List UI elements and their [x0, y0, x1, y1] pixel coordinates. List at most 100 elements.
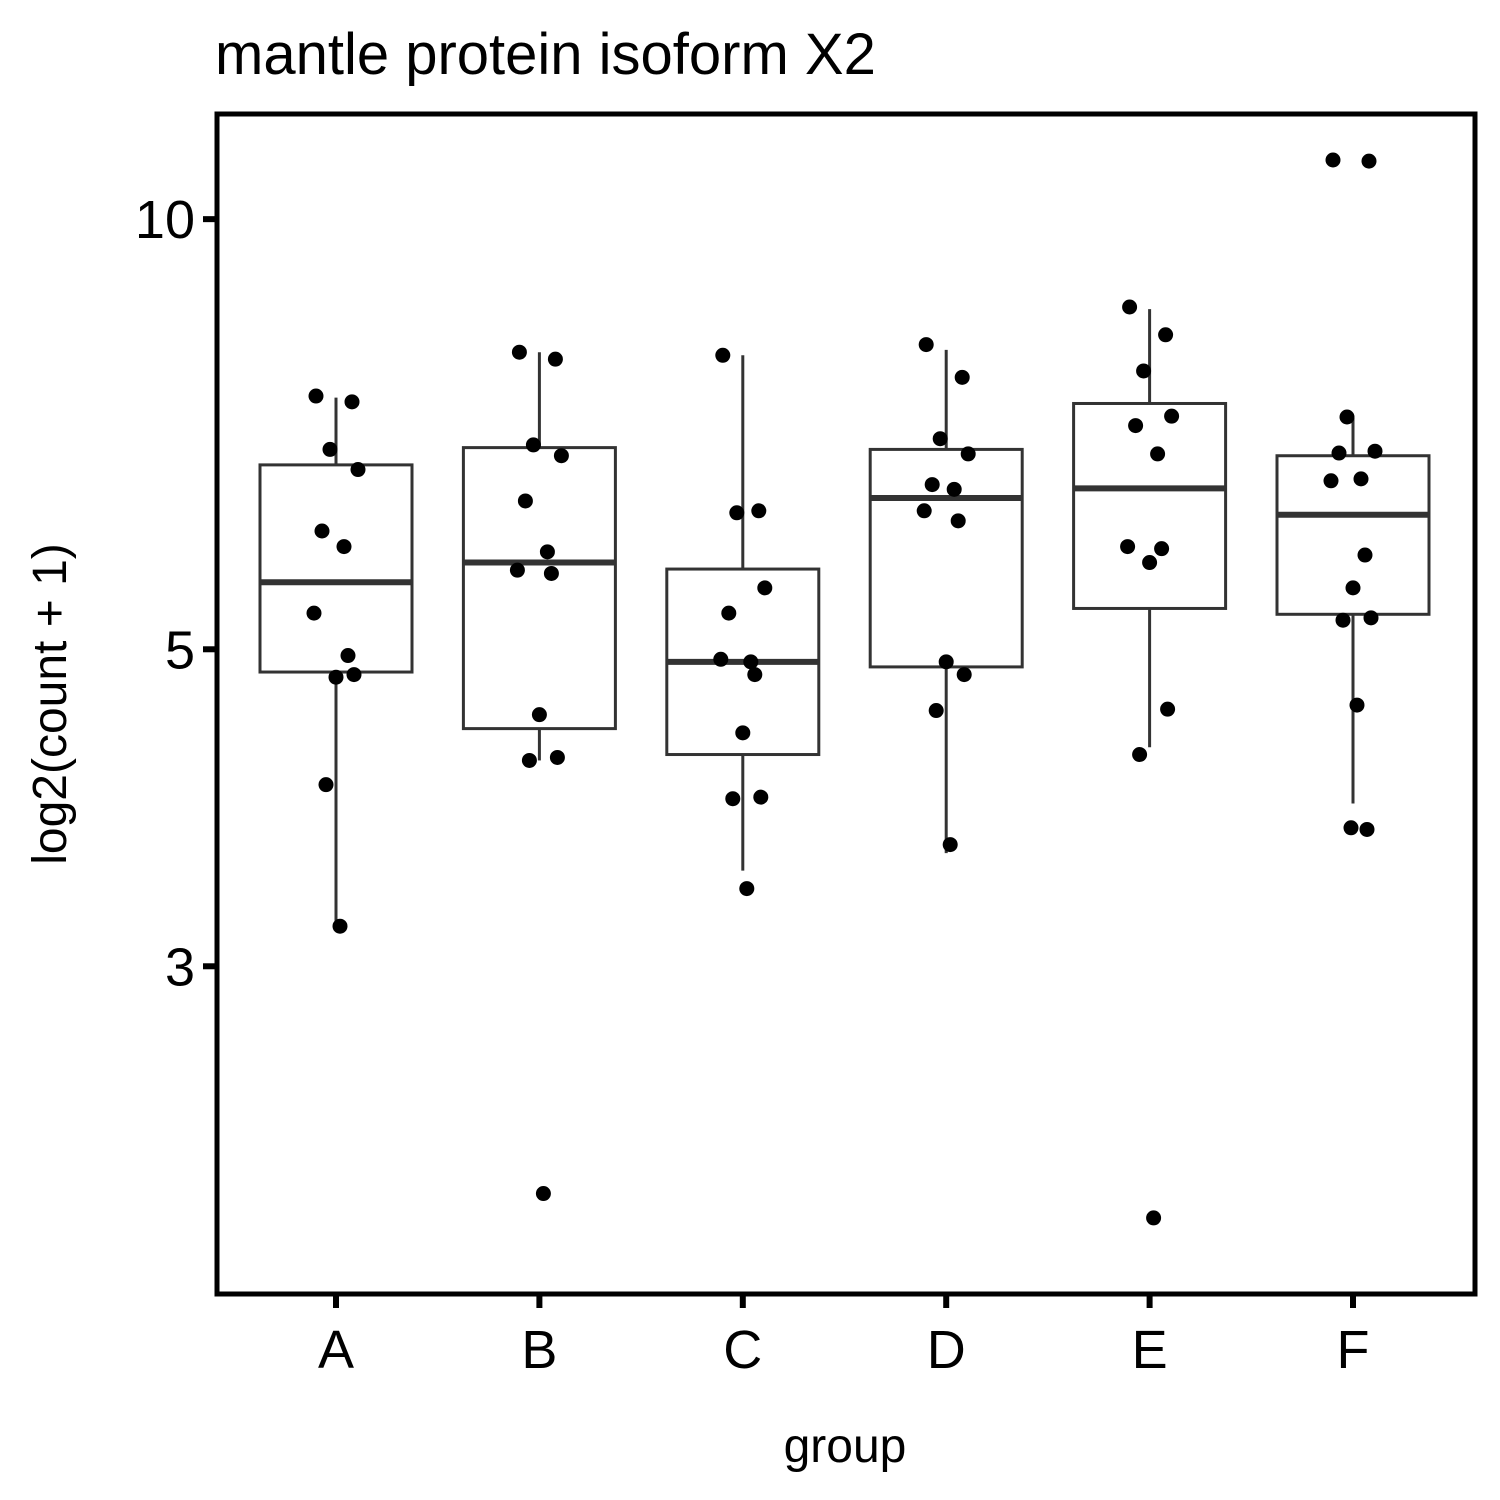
data-point [346, 667, 362, 683]
data-point [918, 337, 934, 353]
data-point [1160, 701, 1176, 717]
x-tick-label: B [521, 1320, 557, 1380]
data-point [954, 369, 970, 385]
data-point [511, 344, 527, 360]
data-point [328, 669, 344, 685]
data-point [1335, 612, 1351, 628]
data-point [1128, 418, 1144, 434]
data-point [525, 437, 541, 453]
data-point [739, 881, 755, 897]
box-iqr [461, 446, 617, 731]
x-tick-label: E [1132, 1320, 1168, 1380]
x-tick-label: A [318, 1320, 354, 1380]
data-point [517, 493, 533, 509]
data-point [715, 347, 731, 363]
data-point [1142, 555, 1158, 571]
points-group-b [509, 344, 569, 1202]
data-point [314, 523, 330, 539]
axes: 3 5 10 A B C D E F [135, 190, 1370, 1380]
data-point [308, 388, 324, 404]
points-group-a [306, 388, 366, 934]
box-group-c [665, 355, 821, 871]
data-point [318, 777, 334, 793]
data-point [713, 651, 729, 667]
data-point [539, 544, 555, 560]
data-point [531, 707, 547, 723]
data-point [1136, 363, 1152, 379]
box-group-d [868, 349, 1024, 854]
data-point [350, 462, 366, 478]
data-point [1361, 153, 1377, 169]
data-point [942, 837, 958, 853]
data-point [946, 481, 962, 497]
points-group-c [713, 347, 773, 897]
data-point [521, 752, 537, 768]
data-point [553, 448, 569, 464]
data-point [535, 1186, 551, 1202]
y-tick-label: 5 [165, 620, 195, 680]
box-group-f [1275, 417, 1431, 804]
points-group-e [1120, 299, 1180, 1226]
data-point [757, 580, 773, 596]
plot-area [258, 152, 1431, 1226]
data-point [322, 441, 338, 457]
data-point [336, 539, 352, 555]
data-point [950, 513, 966, 529]
data-point [1154, 541, 1170, 557]
data-point [1158, 327, 1174, 343]
data-point [1120, 539, 1136, 555]
data-point [1357, 547, 1373, 563]
data-point [916, 503, 932, 519]
data-point [1345, 580, 1361, 596]
data-point [1325, 152, 1341, 168]
box-iqr [868, 447, 1024, 669]
data-point [1132, 747, 1148, 763]
data-point [1339, 409, 1355, 425]
data-point [721, 605, 737, 621]
box-group-a [258, 397, 414, 927]
points-group-f [1323, 152, 1383, 837]
data-point [747, 667, 763, 683]
data-point [729, 505, 745, 521]
data-point [547, 351, 563, 367]
data-point [1150, 446, 1166, 462]
data-point [938, 654, 954, 670]
data-point [1122, 299, 1138, 315]
box-group-b [461, 352, 617, 761]
y-tick-label: 10 [135, 190, 195, 250]
box-iqr [1072, 401, 1228, 610]
data-point [924, 477, 940, 493]
data-point [932, 431, 948, 447]
box-group-e [1072, 309, 1228, 748]
data-point [960, 446, 976, 462]
data-point [543, 565, 559, 581]
data-point [1323, 473, 1339, 489]
data-point [340, 648, 356, 664]
x-tick-label: C [723, 1320, 762, 1380]
data-point [1367, 443, 1383, 459]
points-group-d [916, 337, 976, 853]
data-point [743, 654, 759, 670]
x-axis-title: group [784, 1420, 907, 1473]
data-point [1164, 408, 1180, 424]
data-point [1359, 821, 1375, 837]
data-point [1349, 697, 1365, 713]
data-point [344, 394, 360, 410]
chart-title: mantle protein isoform X2 [215, 22, 876, 87]
data-point [753, 789, 769, 805]
data-point [1146, 1210, 1162, 1226]
data-point [735, 725, 751, 741]
data-point [1363, 610, 1379, 626]
data-point [956, 667, 972, 683]
data-point [1331, 445, 1347, 461]
data-point [306, 605, 322, 621]
panel-border [214, 111, 1478, 1297]
data-point [1353, 471, 1369, 487]
x-tick-label: D [927, 1320, 966, 1380]
box-iqr [258, 463, 414, 674]
data-point [725, 791, 741, 807]
x-tick-label: F [1337, 1320, 1370, 1380]
data-point [1343, 820, 1359, 836]
